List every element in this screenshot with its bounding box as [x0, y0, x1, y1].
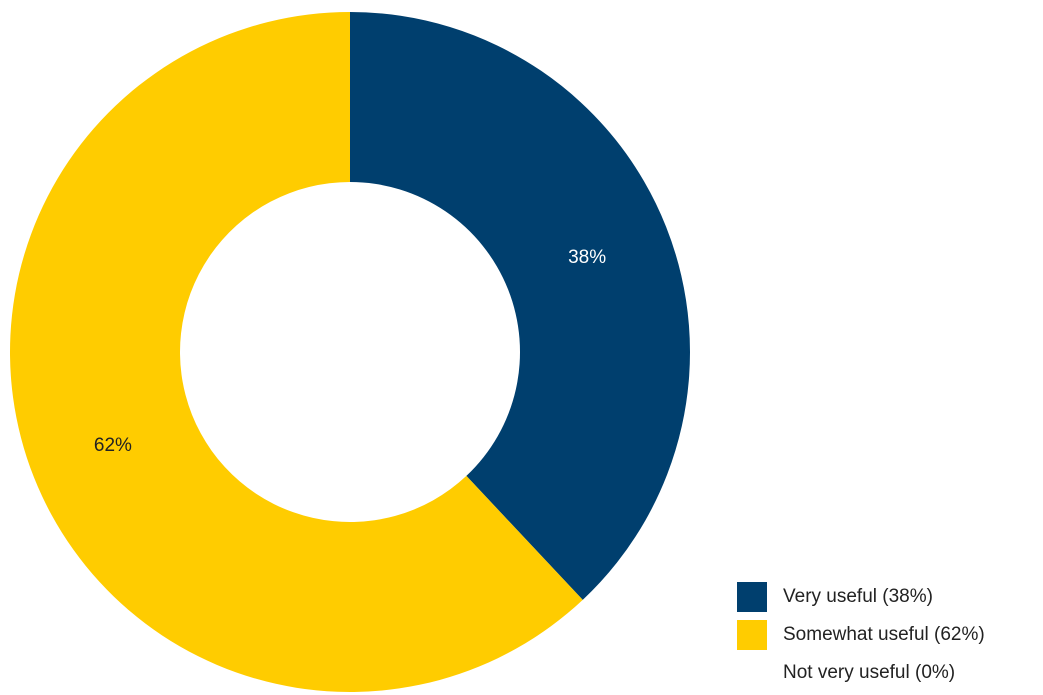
legend-swatch-very-useful: [737, 582, 767, 612]
donut-slices: [9, 12, 690, 692]
slice-somewhat-useful: [9, 12, 583, 692]
legend-item-very-useful: Very useful (38%): [737, 578, 985, 616]
legend-swatch-not-very-useful: [737, 658, 767, 688]
slice-labels: 38% 62%: [94, 247, 606, 456]
legend-item-not-very-useful: Not very useful (0%): [737, 654, 985, 692]
legend-label-not-very-useful: Not very useful (0%): [783, 662, 956, 683]
slice-label-somewhat-useful: 62%: [94, 435, 132, 456]
legend-label-somewhat-useful: Somewhat useful (62%): [783, 624, 985, 645]
legend: Very useful (38%) Somewhat useful (62%) …: [737, 578, 985, 692]
legend-label-very-useful: Very useful (38%): [783, 586, 933, 607]
slice-very-useful: [350, 12, 690, 600]
slice-label-very-useful: 38%: [568, 247, 606, 268]
legend-swatch-somewhat-useful: [737, 620, 767, 650]
legend-item-somewhat-useful: Somewhat useful (62%): [737, 616, 985, 654]
